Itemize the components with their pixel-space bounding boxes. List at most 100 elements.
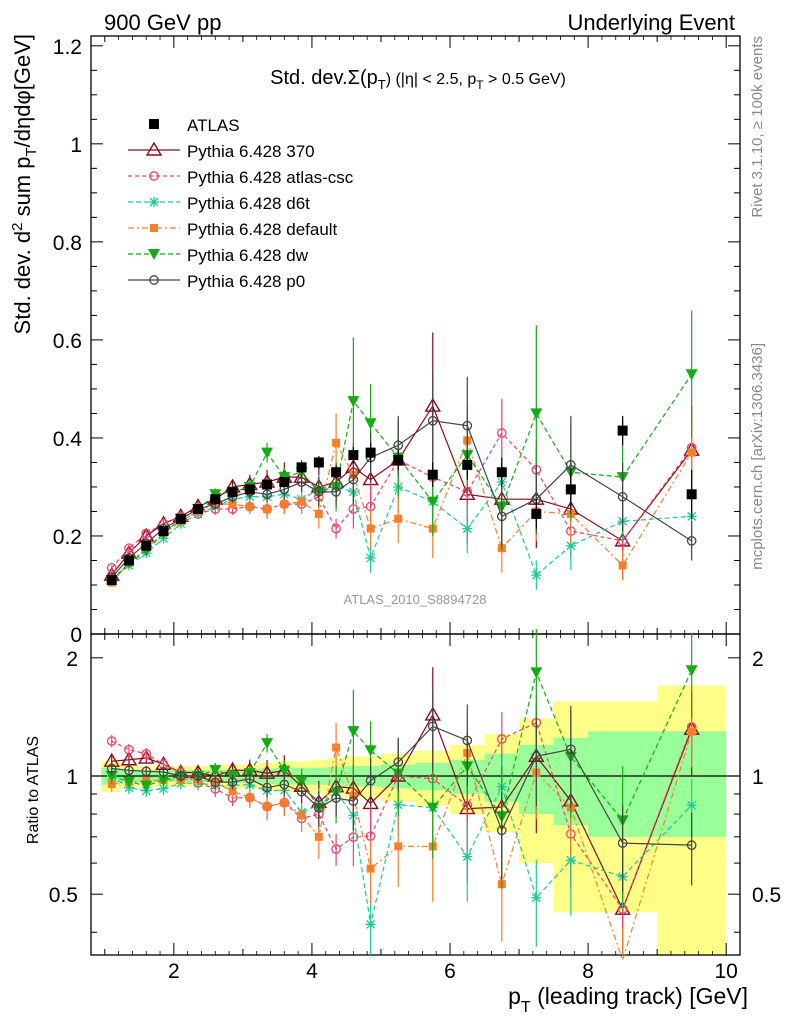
point-atlas-6 — [210, 494, 221, 505]
ratio-point-p0-17 — [427, 721, 438, 732]
xlabel-part-0: p — [508, 983, 521, 1009]
ratio-point-default-9 — [263, 802, 272, 811]
point-p0-22 — [617, 491, 628, 502]
ratio-point-d6t-20 — [531, 892, 542, 903]
ylabel-part-1: 2 — [9, 223, 26, 231]
ratio-point-dw-9 — [261, 738, 274, 750]
ratio-point-d6t-21 — [565, 855, 576, 866]
ratio-point-p0-9 — [262, 782, 272, 793]
point-atlas-18 — [462, 459, 473, 470]
point-atlas-22 — [617, 425, 628, 436]
ratio-point-p0-4 — [175, 771, 186, 781]
point-atlas-11 — [296, 462, 307, 473]
ratio-point-p0-11 — [296, 786, 307, 797]
ratio-point-p0-1 — [124, 765, 134, 776]
ratio-uncertainty-bands — [101, 685, 727, 955]
ratio-point-default-13 — [332, 743, 341, 752]
ylabel-part-4: /dηdφ[GeV] — [10, 34, 35, 147]
point-atlas-14 — [348, 450, 359, 461]
point-atlas-17 — [427, 469, 438, 480]
ratio-point-d6t-18 — [462, 851, 473, 862]
ratio-point-p0-19 — [496, 825, 507, 836]
point-p0-11 — [296, 477, 307, 487]
legend-marker-default — [150, 224, 158, 232]
x-tick-label-0: 2 — [168, 960, 180, 983]
axis-ticks: 2 4 6 8 10 0 0.2 0.4 0.6 0.8 1 1.2 0.5 0.5 1 1 2 2 — [49, 36, 781, 983]
legend-label-d6t: Pythia 6.428 d6t — [187, 194, 310, 213]
point-atlas-12 — [313, 457, 324, 468]
legend-item-default: Pythia 6.428 default — [128, 220, 338, 239]
ratio-point-default-11 — [297, 811, 306, 820]
point-p0-21 — [565, 460, 576, 470]
point-p0-16 — [393, 440, 404, 451]
ratio-point-p0-14 — [348, 796, 359, 806]
ratio-point-d6t-15 — [365, 919, 376, 930]
point-p0-17 — [427, 415, 438, 426]
ratio-point-p0-10 — [279, 779, 290, 790]
point-atlas-3 — [158, 526, 169, 537]
point-csc-0 — [106, 562, 117, 573]
legend: ATLAS Pythia 6.428 370 Pythia 6.428 atlas-… — [128, 116, 354, 291]
ylabel-part-0: Std. dev. d — [10, 231, 35, 335]
point-default-7 — [228, 500, 237, 509]
ratio-point-dw-0 — [105, 771, 118, 783]
y-tick-label-0: 0 — [70, 624, 82, 647]
series-csc — [106, 398, 697, 573]
point-dw-9 — [261, 447, 274, 459]
ratio-point-default-10 — [280, 798, 289, 807]
x-tick-label-2: 6 — [444, 960, 456, 983]
ratio-series-p0 — [106, 691, 697, 893]
ratio-point-dw-14 — [347, 726, 360, 738]
mcplots-label: mcplots.cern.ch [arXiv:1306.3436] — [749, 343, 766, 570]
plot-title: Std. dev.Σ(pT) (|η| < 2.5, pT > 0.5 GeV) — [270, 67, 566, 92]
ratio-point-p0-12 — [313, 803, 324, 813]
ratio-point-default-7 — [228, 787, 237, 796]
title-part-4: T — [476, 78, 484, 92]
ratio-point-p0-21 — [565, 744, 576, 755]
legend-label-default: Pythia 6.428 default — [187, 220, 338, 239]
header-right: Underlying Event — [567, 10, 735, 35]
point-p0-19 — [496, 511, 507, 522]
title-part-1: Σ(p — [348, 67, 378, 89]
xlabel-part-2: (leading track) [GeV] — [531, 983, 748, 1009]
line-dw — [111, 373, 693, 581]
point-p0-9 — [262, 489, 272, 500]
title-part-0: Std. dev. — [270, 67, 347, 89]
ratio-y-tick-label-right-2: 2 — [752, 648, 764, 671]
point-d6t-18 — [462, 523, 473, 534]
rivet-label: Rivet 3.1.10, ≥ 100k events — [749, 36, 766, 218]
ratio-point-p0-3 — [158, 767, 169, 777]
ratio-y-tick-label-right-0: 0.5 — [752, 884, 781, 907]
ratio-point-default-23 — [687, 727, 696, 736]
point-default-23 — [687, 448, 696, 457]
point-default-8 — [245, 502, 254, 511]
ratio-point-default-12 — [314, 832, 323, 841]
point-default-10 — [280, 500, 289, 509]
legend-item-csc: Pythia 6.428 atlas-csc — [128, 168, 354, 187]
main-series — [103, 310, 700, 590]
y-tick-label-5: 1 — [70, 134, 82, 157]
title-part-2: T — [378, 77, 386, 92]
ratio-point-d6t-23 — [686, 800, 697, 811]
point-p0-18 — [462, 420, 473, 431]
point-csc-2 — [141, 528, 152, 539]
legend-label-csc: Pythia 6.428 atlas-csc — [187, 168, 354, 187]
point-csc-19 — [496, 428, 507, 438]
ratio-y-axis-label: Ratio to ATLAS — [25, 736, 42, 844]
ratio-point-p0-16 — [393, 757, 404, 768]
legend-label-p370: Pythia 6.428 370 — [187, 142, 315, 161]
point-csc-13 — [331, 523, 341, 534]
ratio-point-p0-13 — [331, 793, 341, 803]
line-d6t — [111, 480, 692, 581]
point-atlas-8 — [244, 484, 255, 495]
point-dw-20 — [530, 408, 543, 420]
ratio-point-csc-2 — [141, 748, 152, 759]
ratio-point-default-16 — [394, 842, 403, 851]
y-tick-label-3: 0.6 — [53, 330, 82, 353]
ratio-point-p0-18 — [462, 735, 473, 746]
point-atlas-9 — [262, 479, 273, 490]
point-atlas-7 — [227, 486, 238, 497]
point-p0-12 — [313, 487, 324, 497]
ratio-point-p0-15 — [365, 775, 376, 786]
